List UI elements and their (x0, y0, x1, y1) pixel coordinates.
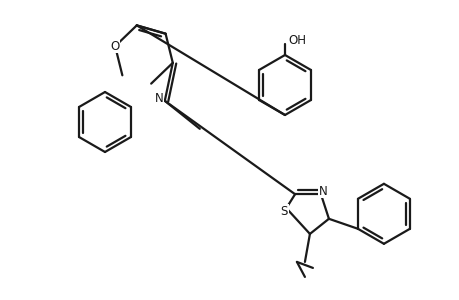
Text: N: N (154, 92, 163, 105)
Text: O: O (110, 40, 119, 53)
Text: S: S (280, 205, 287, 218)
Text: N: N (318, 185, 327, 198)
Text: OH: OH (287, 34, 305, 46)
